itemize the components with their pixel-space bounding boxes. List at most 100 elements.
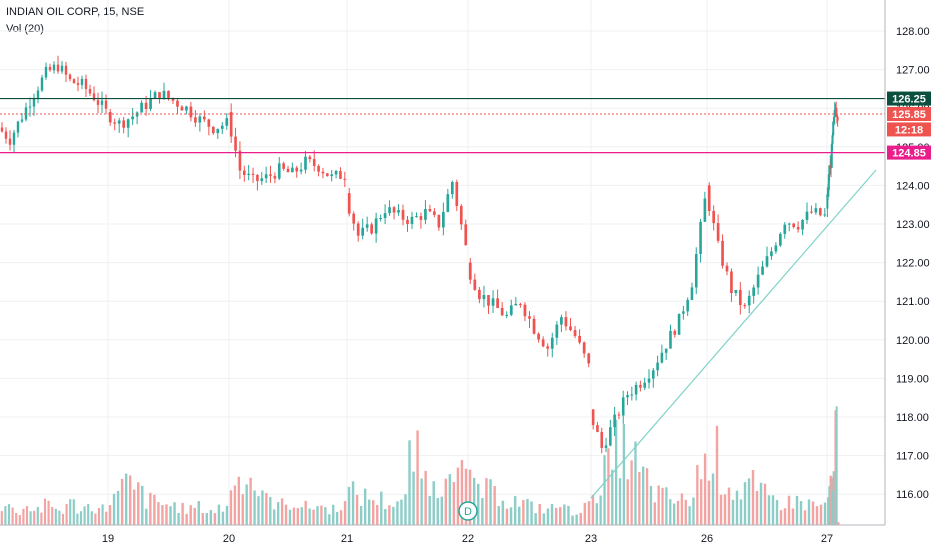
candle-body — [523, 304, 527, 317]
volume-bar — [372, 500, 375, 525]
candle-body — [225, 118, 229, 126]
candle-body — [131, 116, 134, 120]
volume-bar — [696, 465, 699, 525]
volume-bar — [257, 496, 260, 525]
candle-body — [509, 305, 513, 315]
volume-bar — [296, 508, 300, 525]
candle-body — [326, 173, 329, 177]
dividend-marker[interactable]: D — [458, 501, 478, 521]
volume-bar — [684, 499, 687, 525]
price-axis[interactable]: 116.00 117.00 118.00 119.00 120.00 121.00 122.… — [896, 26, 930, 501]
candle-body — [819, 208, 822, 216]
volume-bar — [347, 486, 351, 525]
trendline-segment[interactable] — [590, 169, 877, 499]
volume-bar — [751, 470, 755, 525]
volume-bar — [835, 406, 838, 525]
volume-bar — [300, 507, 303, 525]
candle-body — [550, 337, 554, 349]
candle-body — [343, 178, 347, 180]
price-tick-label: 124.00 — [896, 180, 930, 192]
candle-body — [707, 185, 711, 211]
volume-bar — [15, 512, 18, 525]
candle-body — [792, 223, 795, 228]
volume-bar — [680, 493, 684, 525]
volume-bar — [90, 511, 93, 525]
volume-bar — [355, 494, 359, 525]
candle-body — [92, 93, 96, 101]
volume-bar — [607, 448, 610, 525]
candle-body — [569, 326, 572, 331]
price-tick-label: 118.00 — [896, 412, 929, 424]
candle-body — [269, 174, 272, 176]
candle-body — [84, 78, 88, 89]
volume-bar — [304, 500, 307, 525]
candle-body — [437, 214, 441, 228]
time-tick-label: 22 — [462, 533, 474, 545]
candle-body — [783, 224, 787, 234]
candle-body — [229, 112, 233, 137]
volume-bar — [775, 499, 779, 525]
volume-bar — [743, 482, 747, 525]
volume-bar — [795, 495, 799, 525]
volume-bar — [591, 494, 595, 525]
volume-bar — [280, 498, 284, 525]
candle-body — [647, 378, 651, 383]
candle-body — [442, 211, 445, 228]
volume-indicator-label: Vol (20) — [6, 23, 44, 35]
candle-body — [397, 210, 400, 213]
candle-body — [80, 78, 84, 85]
candle-body — [64, 65, 68, 75]
candle-body — [433, 211, 436, 215]
horizontal-lines[interactable] — [0, 97, 885, 154]
volume-bar — [763, 483, 767, 525]
candle-body — [582, 342, 586, 354]
volume-bar — [428, 496, 431, 525]
candle-body — [514, 303, 518, 306]
volume-bar — [444, 478, 448, 525]
volume-bar — [288, 509, 292, 525]
candle-body — [487, 295, 490, 306]
volume-bar — [141, 485, 144, 525]
volume-bar — [328, 514, 331, 525]
volume-bar — [456, 467, 460, 525]
volume-bar — [54, 508, 57, 525]
volume-bar — [618, 478, 622, 525]
volume-bar — [634, 441, 637, 525]
volume-bar — [308, 508, 311, 525]
candle-body — [383, 213, 387, 219]
volume-bar — [481, 498, 484, 525]
price-axis-background — [885, 0, 932, 550]
volume-bar — [755, 490, 759, 525]
candle-body — [68, 74, 72, 80]
volume-bar — [269, 496, 272, 525]
candle-body — [370, 224, 373, 234]
volume-bar — [76, 513, 79, 525]
volume-bar — [161, 505, 164, 525]
volume-bar — [173, 502, 176, 525]
price-tick-label: 128.00 — [896, 26, 930, 38]
candle-body — [596, 425, 599, 432]
time-tick-label: 21 — [341, 533, 353, 545]
volume-bar — [649, 486, 653, 525]
candle-body — [814, 208, 818, 213]
time-axis[interactable]: 19 20 21 22 23 26 27 — [102, 533, 833, 545]
candle-body — [626, 394, 629, 398]
candle-body — [374, 218, 378, 234]
volume-bar — [189, 505, 192, 525]
candle-body — [827, 174, 830, 190]
candle-body — [770, 251, 773, 257]
volume-bar — [672, 503, 676, 525]
volume-bar — [43, 498, 47, 525]
volume-bar — [665, 487, 668, 525]
volume-bar — [707, 480, 711, 525]
volume-bar — [436, 497, 439, 525]
trendline[interactable] — [590, 169, 877, 499]
volume-bar — [703, 453, 707, 525]
volume-bar — [799, 501, 803, 525]
volume-bar — [165, 504, 168, 525]
candle-body — [238, 150, 242, 171]
volume-bar — [4, 506, 7, 525]
volume-bar — [779, 510, 783, 525]
candle-body — [16, 121, 20, 133]
